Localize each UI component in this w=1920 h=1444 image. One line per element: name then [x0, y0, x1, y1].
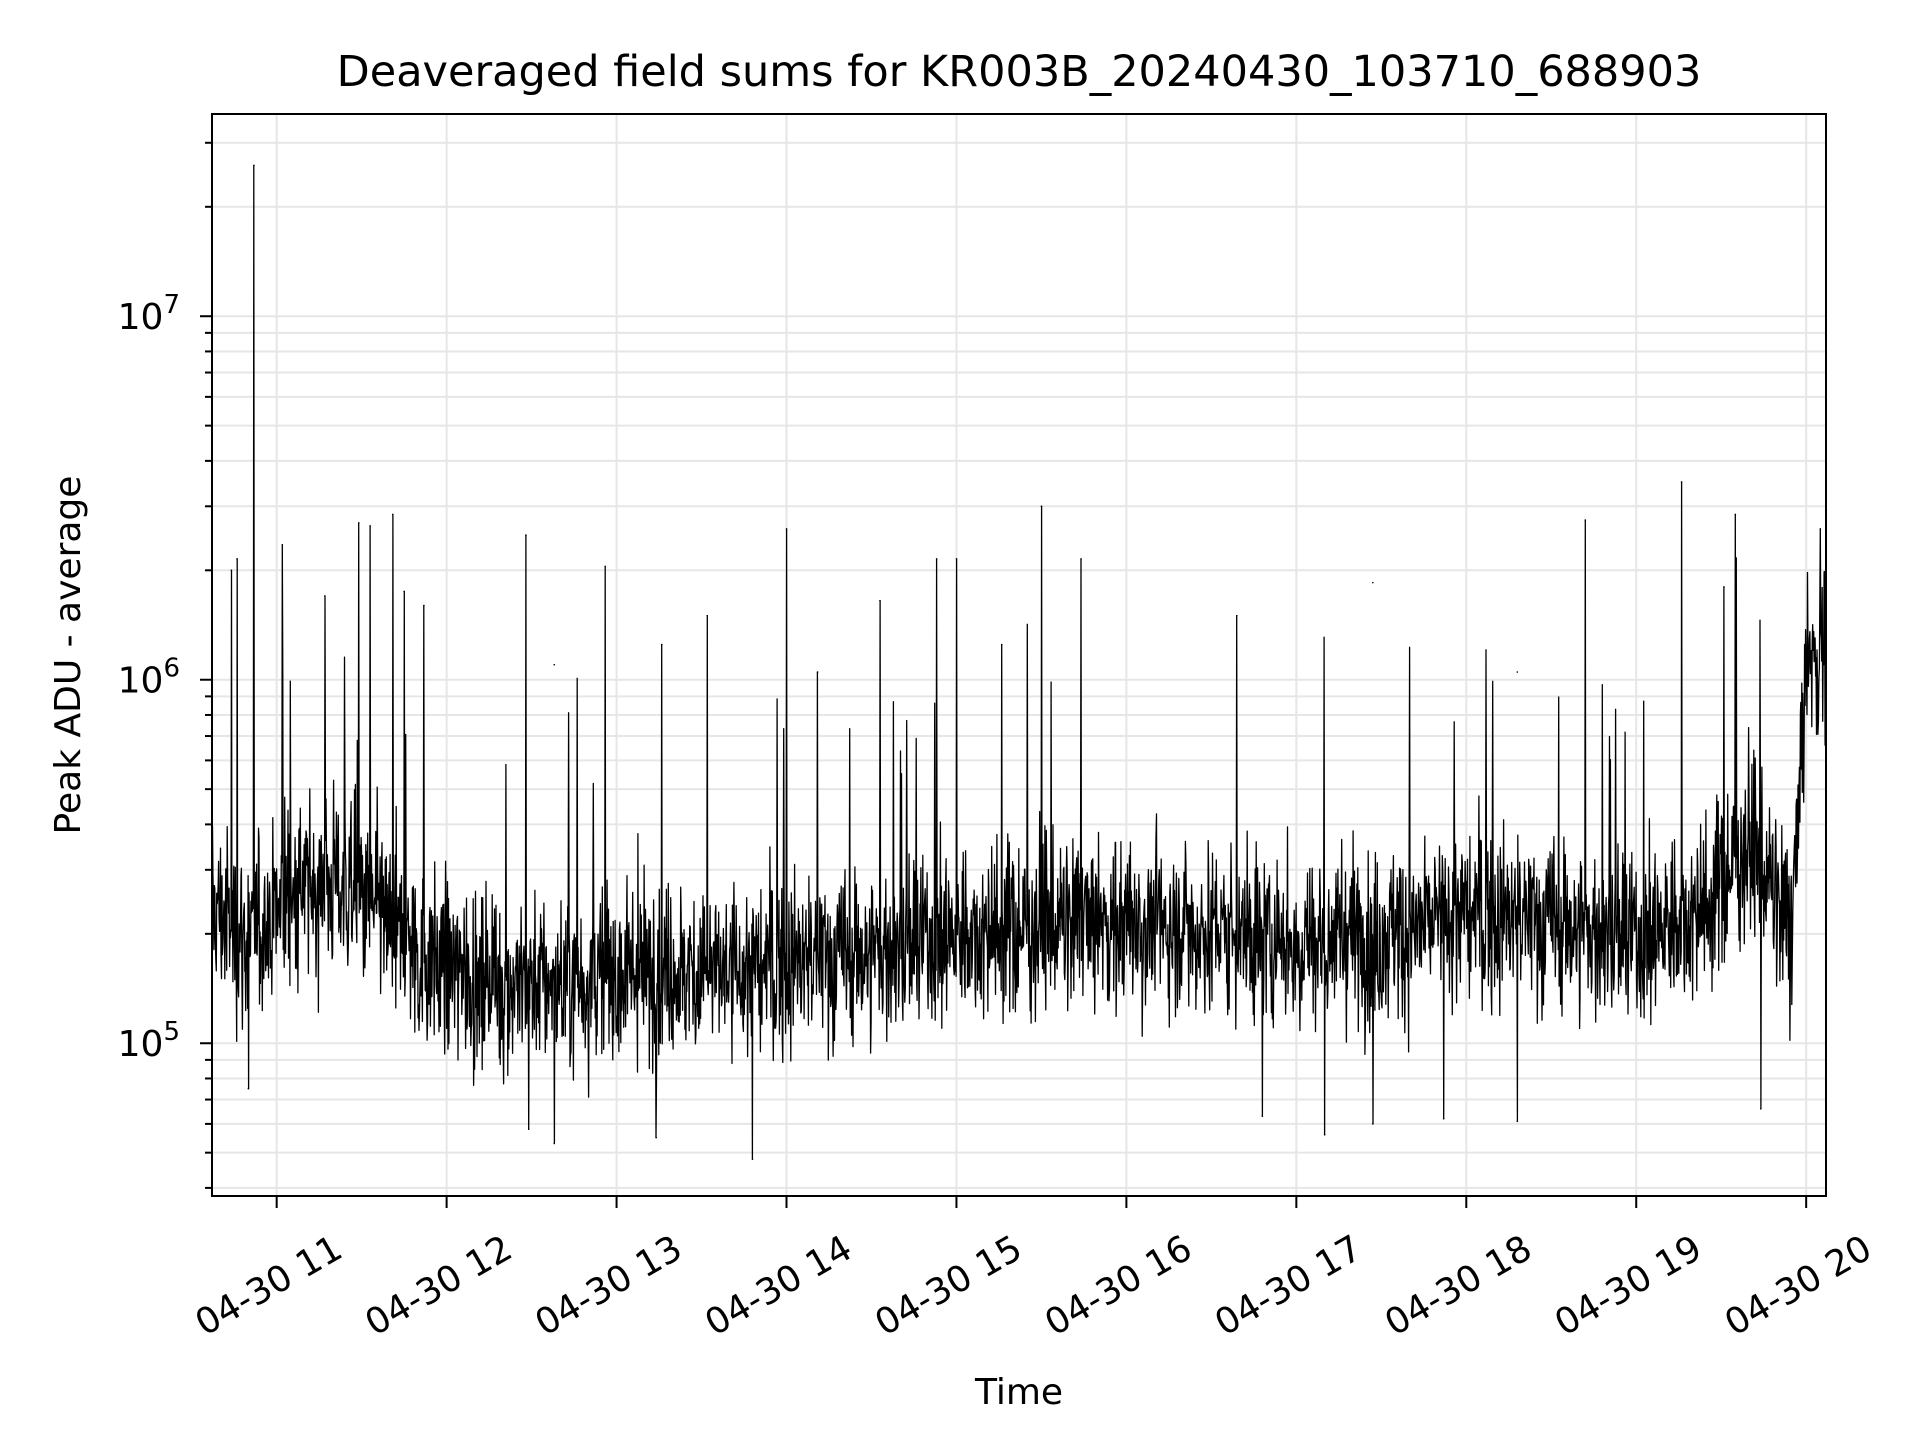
peak-point — [1080, 558, 1082, 560]
peak-point — [525, 534, 527, 536]
peak-point — [253, 164, 255, 167]
y-axis-label: Peak ADU - average — [48, 476, 89, 835]
chart-title: Deaveraged field sums for KR003B_2024043… — [337, 47, 1702, 97]
peak-point — [785, 528, 788, 530]
peak-point — [1819, 528, 1822, 530]
peak-point — [1584, 519, 1587, 521]
trough-point — [751, 1158, 754, 1160]
peak-point — [935, 558, 938, 560]
peak-point — [369, 525, 371, 527]
grid — [212, 114, 1826, 1196]
peak-point — [604, 565, 607, 568]
peak-point — [661, 643, 663, 646]
peak-point — [553, 663, 556, 666]
peak-point — [879, 599, 881, 602]
series-line — [211, 164, 1827, 1160]
trough-point — [1261, 1115, 1264, 1117]
peak-point — [816, 671, 819, 673]
peak-point — [1516, 671, 1519, 673]
peak-point — [955, 558, 958, 560]
peak-point — [403, 590, 405, 593]
trough-point — [1760, 1108, 1762, 1110]
trough-point — [1323, 1133, 1326, 1136]
peak-point — [1680, 481, 1683, 483]
trough-point — [553, 1142, 556, 1145]
x-axis-label: Time — [974, 1372, 1063, 1413]
peak-point — [423, 604, 425, 607]
trough-point — [527, 1128, 530, 1131]
peak-point — [324, 595, 326, 597]
trough-point — [1442, 1117, 1445, 1120]
trough-point — [247, 1087, 250, 1090]
peak-point — [1372, 581, 1374, 584]
peak-point — [1236, 614, 1238, 617]
peak-point — [230, 569, 233, 572]
peak-point — [1040, 505, 1043, 508]
y-tick-label: 105 — [118, 1017, 180, 1065]
peak-point — [358, 522, 360, 524]
peak-point — [1000, 643, 1003, 646]
trough-point — [1516, 1120, 1519, 1123]
y-tick-label: 106 — [118, 654, 180, 702]
peak-point — [1723, 586, 1725, 588]
peak-point — [281, 544, 284, 546]
peak-point — [706, 614, 708, 617]
trough-point — [1372, 1123, 1374, 1125]
peak-point — [236, 558, 238, 560]
data-series — [211, 164, 1827, 1160]
trough-point — [655, 1136, 658, 1139]
y-tick-label: 107 — [118, 290, 180, 338]
peak-point — [392, 513, 394, 516]
plot-frame — [211, 113, 1827, 1197]
peak-point — [1734, 513, 1737, 516]
